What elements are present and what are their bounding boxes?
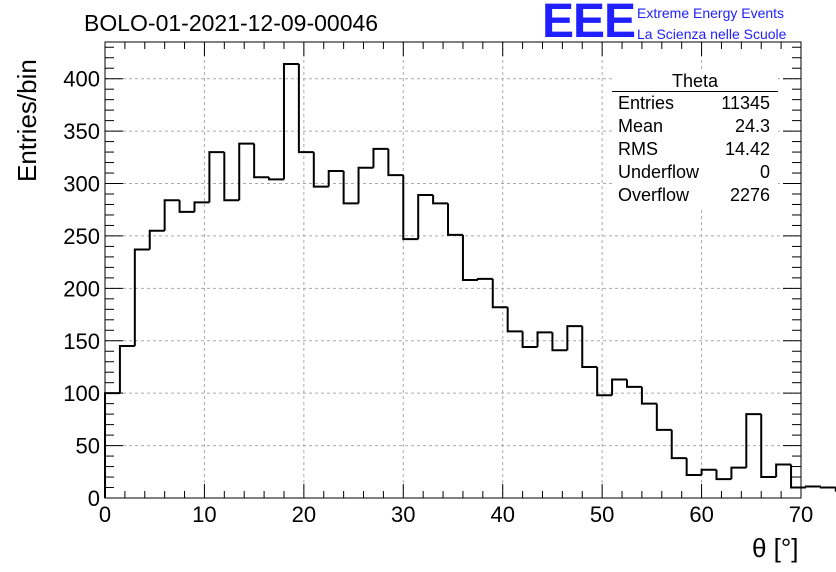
histogram-bin [506,307,523,333]
stats-value: 0 [759,162,770,182]
x-tick-label: 0 [99,502,111,527]
x-tick-label: 30 [391,502,415,527]
stats-value: 24.3 [734,116,770,136]
histogram-bin [238,142,255,201]
stats-value: 14.42 [724,139,770,159]
stats-value: 2276 [729,185,770,205]
histogram-bin [790,464,806,489]
histogram-bin [417,194,434,240]
plot-frame [104,41,802,499]
x-tick-label: 70 [789,502,813,527]
stats-box: Theta Entries 11345 Mean 24.3 RMS 14.42 Und… [612,71,778,207]
histogram-bin [581,326,598,368]
histogram-bin [775,463,792,478]
y-tick-label: 150 [63,329,100,354]
x-tick-label: 10 [192,502,216,527]
stats-label: RMS [618,139,658,159]
histogram-bin [253,143,270,179]
x-tick-label: 20 [292,502,316,527]
histogram-bin [447,203,463,236]
y-tick-label: 50 [76,434,100,459]
histogram-bin [133,248,150,346]
histogram-bin [819,486,836,489]
stats-row: Underflow 0 [612,161,778,184]
stats-row: Overflow 2276 [612,184,778,207]
histogram-bin [178,200,195,213]
y-tick-label: 400 [63,67,100,92]
histogram-bin [745,413,762,468]
histogram-bin [118,345,135,394]
y-tick-label: 250 [63,224,100,249]
histogram-bin [655,403,672,431]
stats-label: Entries [618,93,675,113]
histogram-bin [730,466,747,480]
histogram-bin [491,278,508,309]
histogram-bin [282,63,299,180]
logo-line-1: Extreme Energy Events [637,5,785,21]
y-tick-label: 200 [63,276,100,301]
stats-label: Overflow [618,185,690,205]
stats-label: Underflow [618,162,700,182]
histogram-bin [268,177,284,181]
histogram-bin [432,195,449,205]
histogram-bin [312,152,329,188]
histogram-bin [521,331,538,349]
histogram-bin [163,199,180,231]
histogram-bin [670,429,687,460]
chart-title: BOLO-01-2021-12-09-00046 [84,10,379,36]
histogram-bin [342,170,359,205]
x-tick-label: 60 [689,502,713,527]
y-axis-label: Entries/bin [12,59,42,182]
histogram-bin [387,148,404,177]
stats-title: Theta [612,71,778,92]
y-tick-label: 0 [88,486,100,511]
histogram-bin [626,379,642,388]
histogram-bin [402,175,419,241]
histogram-bin [357,166,374,204]
histogram-bin [640,386,657,405]
y-tick-label: 350 [63,119,100,144]
histogram-bin [715,469,732,481]
histogram-bin [208,151,225,203]
stats-row: RMS 14.42 [612,138,778,161]
logo-caption: Extreme Energy Events La Scienza nelle S… [637,3,786,45]
y-tick-label: 100 [63,381,100,406]
histogram-bin [297,64,314,154]
stats-row: Mean 24.3 [612,115,778,138]
histogram-bin [685,458,702,476]
histogram-bin [223,152,240,202]
histogram-bin [372,147,389,168]
logo-line-2: La Scienza nelle Scuole [637,26,787,42]
histogram-bin [596,366,613,397]
stats-label: Mean [618,116,664,136]
stats-value: 11345 [721,93,770,113]
histogram-bin [536,331,553,348]
histogram-bin [461,234,478,281]
histogram-bin [760,414,777,479]
histogram-bin [804,485,821,488]
histogram-bin [148,229,165,250]
x-axis-label: θ [°] [752,533,799,563]
histogram-bin [476,277,493,280]
x-tick-label: 40 [490,502,514,527]
histogram-bin [193,201,210,212]
histogram-bin [700,468,717,475]
stats-row: Entries 11345 [612,92,778,115]
histogram-bin [327,169,344,187]
histogram-bin [611,378,627,396]
eee-logo: EEE [542,0,636,48]
y-tick-label: 300 [63,172,100,197]
x-tick-label: 50 [590,502,614,527]
histogram-bin [566,325,583,351]
histogram-bin [551,332,568,352]
